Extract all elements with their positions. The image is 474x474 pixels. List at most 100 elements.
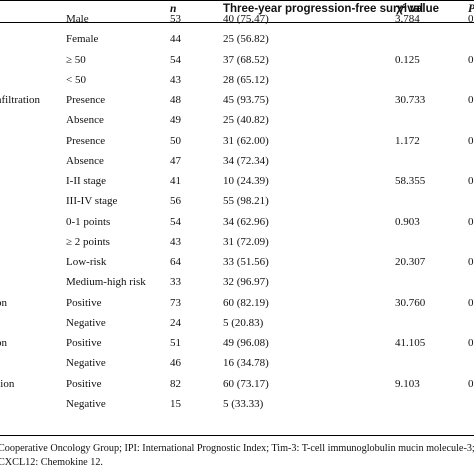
row-n: 64 <box>170 256 181 268</box>
row-chi-square: 1.172 <box>395 134 420 147</box>
row-n: 54 <box>170 53 181 66</box>
row-n: 47 <box>170 154 181 167</box>
row-chi-square: 0.903 <box>395 215 420 228</box>
table-row: Medium-high risk 33 32 (96.97) <box>0 276 474 300</box>
row-n: 44 <box>170 33 181 46</box>
row-subgroup: Medium-high risk <box>66 276 146 289</box>
row-n: 49 <box>170 114 181 127</box>
row-subgroup: 0-1 points <box>66 215 111 228</box>
row-chi-square: 41.105 <box>395 337 426 349</box>
table-top-rule <box>0 0 474 1</box>
row-chi-square: 20.307 <box>395 256 426 268</box>
table-row: Male 53 40 (75.47) 3.784 0 <box>0 13 474 37</box>
table-row: ≥ 50 54 37 (68.52) 0.125 0 <box>0 54 474 78</box>
header-chi-square: χ² value <box>396 3 440 15</box>
row-chi-square: 3.784 <box>395 13 420 25</box>
row-subgroup: < 50 <box>66 73 86 86</box>
row-chi-square: 58.355 <box>395 175 426 187</box>
row-p-value: 0 <box>468 175 474 187</box>
table-row: on Positive 51 49 (96.08) 41.105 0 <box>0 337 474 361</box>
table-row: < 50 43 28 (65.12) <box>0 74 474 98</box>
table-row: Negative 24 5 (20.83) <box>0 317 474 341</box>
row-survival: 31 (72.09) <box>223 235 269 248</box>
row-n: 51 <box>170 337 181 349</box>
row-p-value: 0 <box>468 256 474 268</box>
row-survival: 45 (93.75) <box>223 94 269 106</box>
row-p-value: 0 <box>468 377 474 390</box>
row-survival: 25 (56.82) <box>223 33 269 46</box>
row-p-value: 0 <box>468 94 474 106</box>
row-subgroup: Presence <box>66 94 106 106</box>
row-subgroup: Negative <box>66 357 106 370</box>
table-row: 0-1 points 54 34 (62.96) 0.903 0 <box>0 216 474 240</box>
row-subgroup: Negative <box>66 316 106 329</box>
row-subgroup: Male <box>66 13 89 25</box>
row-n: 43 <box>170 235 181 248</box>
header-survival: Three-year progression-free survival <box>223 3 424 15</box>
row-n: 46 <box>170 357 181 370</box>
footnote-line-1: Cooperative Oncology Group; IPI: Interna… <box>0 443 474 454</box>
table-row: ≥ 2 points 43 31 (72.09) <box>0 236 474 260</box>
row-subgroup: ≥ 50 <box>66 53 86 66</box>
table-row: I-II stage 41 10 (24.39) 58.355 0 <box>0 175 474 199</box>
row-survival: 55 (98.21) <box>223 195 269 208</box>
table-row: Absence 49 25 (40.82) <box>0 114 474 138</box>
row-factor: on <box>0 296 7 309</box>
table-bottom-rule <box>0 435 474 436</box>
row-factor: on <box>0 337 7 349</box>
row-p-value: 0 <box>468 337 474 349</box>
row-survival: 5 (33.33) <box>223 397 264 410</box>
row-n: 41 <box>170 175 181 187</box>
row-subgroup: Absence <box>66 114 104 127</box>
row-n: 48 <box>170 94 181 106</box>
row-subgroup: Positive <box>66 377 102 390</box>
row-factor: sion <box>0 377 15 390</box>
row-subgroup: Negative <box>66 397 106 410</box>
row-survival: 32 (96.97) <box>223 276 269 289</box>
row-subgroup: Presence <box>66 134 106 147</box>
row-subgroup: ≥ 2 points <box>66 235 110 248</box>
row-subgroup: Absence <box>66 154 104 167</box>
row-n: 15 <box>170 397 181 410</box>
row-n: 43 <box>170 73 181 86</box>
row-n: 50 <box>170 134 181 147</box>
row-n: 82 <box>170 377 181 390</box>
row-p-value: 0 <box>468 13 474 25</box>
row-subgroup: Low-risk <box>66 256 107 268</box>
row-subgroup: III-IV stage <box>66 195 118 208</box>
row-survival: 25 (40.82) <box>223 114 269 127</box>
row-chi-square: 30.733 <box>395 94 426 106</box>
row-survival: 34 (62.96) <box>223 215 269 228</box>
row-subgroup: I-II stage <box>66 175 107 187</box>
table-row: Presence 50 31 (62.00) 1.172 0 <box>0 135 474 159</box>
row-survival: 49 (96.08) <box>223 337 269 349</box>
row-survival: 60 (73.17) <box>223 377 269 390</box>
table-row: III-IV stage 56 55 (98.21) <box>0 195 474 219</box>
row-n: 54 <box>170 215 181 228</box>
row-chi-square: 9.103 <box>395 377 420 390</box>
row-survival: 37 (68.52) <box>223 53 269 66</box>
row-survival: 34 (72.34) <box>223 154 269 167</box>
table-row: Low-risk 64 33 (51.56) 20.307 0 <box>0 256 474 280</box>
row-p-value: 0 <box>468 215 474 228</box>
row-p-value: 0 <box>468 296 474 309</box>
table-footnote: Cooperative Oncology Group; IPI: Interna… <box>0 442 474 470</box>
row-n: 24 <box>170 316 181 329</box>
table-row: Female 44 25 (56.82) <box>0 33 474 57</box>
footnote-line-2: CXCL12: Chemokine 12. <box>0 457 103 468</box>
table-row: Negative 15 5 (33.33) <box>0 398 474 422</box>
header-p: P <box>468 3 474 15</box>
table-row: Negative 46 16 (34.78) <box>0 357 474 381</box>
table-header-rule <box>0 22 474 23</box>
row-p-value: 0 <box>468 53 474 66</box>
row-survival: 31 (62.00) <box>223 134 269 147</box>
row-subgroup: Female <box>66 33 99 46</box>
table-row: sion Positive 82 60 (73.17) 9.103 0 <box>0 378 474 402</box>
row-n: 73 <box>170 296 181 309</box>
table-row: nfiltration Presence 48 45 (93.75) 30.733 0 <box>0 94 474 118</box>
row-survival: 40 (75.47) <box>223 13 269 25</box>
row-survival: 60 (82.19) <box>223 296 269 309</box>
row-p-value: 0 <box>468 134 474 147</box>
row-n: 56 <box>170 195 181 208</box>
